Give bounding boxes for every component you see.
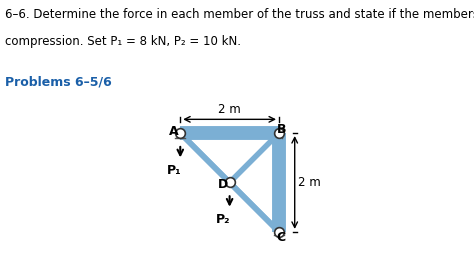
Text: Problems 6–5/6: Problems 6–5/6 xyxy=(5,75,111,88)
Text: P₂: P₂ xyxy=(216,213,230,226)
Text: B: B xyxy=(277,123,286,136)
Text: 2 m: 2 m xyxy=(218,103,241,116)
Text: D: D xyxy=(218,178,228,192)
Text: C: C xyxy=(276,231,285,244)
Text: P₁: P₁ xyxy=(166,164,181,177)
Text: 6–6. Determine the force in each member of the truss and state if the members ar: 6–6. Determine the force in each member … xyxy=(5,8,474,21)
Text: A: A xyxy=(169,125,179,138)
Text: compression. Set P₁ = 8 kN, P₂ = 10 kN.: compression. Set P₁ = 8 kN, P₂ = 10 kN. xyxy=(5,35,241,48)
Text: 2 m: 2 m xyxy=(298,176,321,189)
